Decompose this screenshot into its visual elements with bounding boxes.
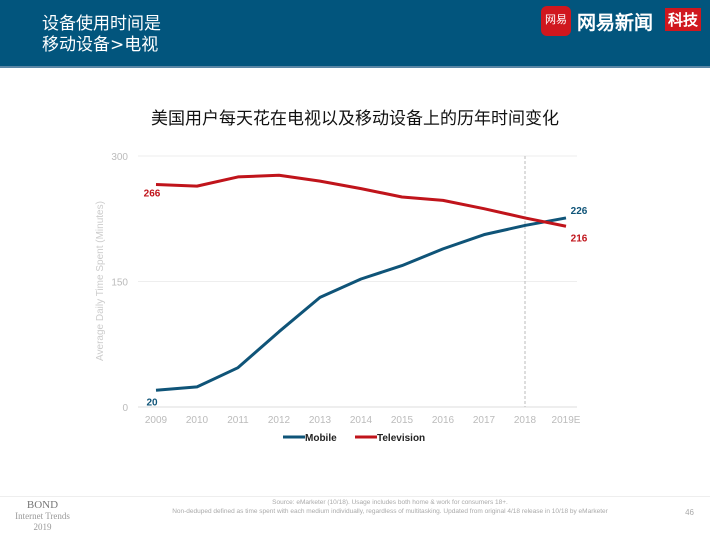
x-tick-label: 2015 — [391, 415, 414, 426]
x-tick-label: 2012 — [268, 415, 291, 426]
source-note: Source: eMarketer (10/18). Usage include… — [120, 498, 660, 516]
data-label: 266 — [144, 188, 161, 199]
bond-sub: Internet Trends — [0, 511, 85, 522]
series-line-mobile — [156, 218, 566, 390]
y-tick-label: 300 — [111, 152, 128, 163]
x-tick-label: 2017 — [473, 415, 496, 426]
x-tick-label: 2013 — [309, 415, 332, 426]
y-tick-label: 150 — [111, 278, 128, 289]
x-tick-label: 2011 — [227, 415, 249, 426]
series-line-television — [156, 175, 566, 226]
data-label: 20 — [146, 397, 158, 408]
source-line-2: Non-deduped defined as time spent with e… — [120, 507, 660, 516]
page-number: 46 — [685, 508, 694, 517]
legend-label: Television — [377, 433, 425, 444]
x-tick-label: 2010 — [186, 415, 209, 426]
data-label: 226 — [571, 206, 588, 217]
x-tick-label: 2016 — [432, 415, 455, 426]
y-axis-label: Average Daily Time Spent (Minutes) — [95, 201, 106, 361]
x-tick-label: 2018 — [514, 415, 537, 426]
x-tick-label: 2009 — [145, 415, 168, 426]
legend-label: Mobile — [305, 433, 337, 444]
bond-year: 2019 — [0, 522, 85, 533]
source-line-1: Source: eMarketer (10/18). Usage include… — [120, 498, 660, 507]
x-tick-label: 2014 — [350, 415, 373, 426]
data-label: 216 — [571, 233, 588, 244]
y-tick-label: 0 — [122, 403, 128, 414]
bond-text: BOND — [0, 500, 85, 511]
x-tick-label: 2019E — [552, 415, 581, 426]
